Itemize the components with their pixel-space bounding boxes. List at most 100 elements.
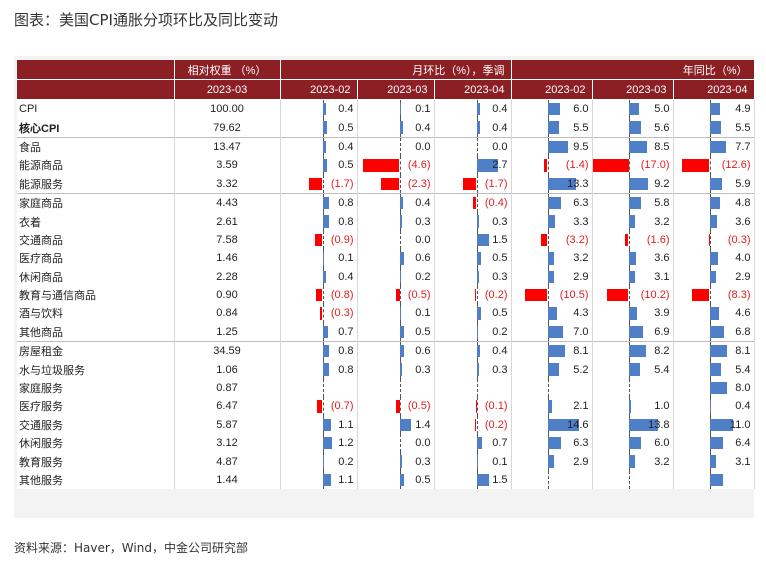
- mom-value: 1.4: [415, 418, 431, 431]
- mom-value: (0.4): [484, 197, 508, 210]
- yoy-value: 1.0: [654, 400, 670, 413]
- mom-header: 月环比（%），季调: [280, 60, 512, 80]
- table-row: 水与垃圾服务 1.06 0.8 0.3 0.3 5.2 5.4 5.4: [17, 360, 755, 379]
- mom-axis-line: [399, 378, 401, 398]
- mom-bar: [399, 418, 411, 432]
- yoy-axis-line: [547, 378, 549, 398]
- mom-cell: 1.5: [434, 230, 512, 250]
- yoy-axis-line: [547, 156, 549, 175]
- header-row-dates: 2023-03 2023-02 2023-03 2023-04 2023-02 …: [17, 79, 755, 100]
- yoy-axis-line: [547, 470, 549, 490]
- mom-value: 0.4: [338, 270, 354, 283]
- mom-axis-line: [322, 378, 324, 398]
- mom-axis-line: [322, 230, 324, 250]
- header-row-labels: 相对权重 （%） 月环比（%），季调 年同比（%）: [17, 60, 755, 80]
- yoy-cell: 5.2: [511, 360, 593, 379]
- mom-value: 0.4: [492, 121, 508, 134]
- yoy-cell: 6.0: [511, 99, 593, 119]
- mom-bar: [474, 288, 477, 302]
- mom-value: 0.4: [492, 103, 508, 116]
- mom-value: (2.3): [407, 177, 431, 190]
- yoy-value: 2.9: [573, 455, 589, 468]
- yoy-bar: [691, 288, 710, 302]
- yoy-value: 5.2: [573, 363, 589, 376]
- mom-cell: (0.3): [280, 304, 358, 323]
- yoy-value: (0.3): [727, 233, 751, 246]
- mom-cell: 0.3: [434, 267, 512, 286]
- row-weight: 5.87: [174, 415, 281, 435]
- yoy-value: 4.8: [735, 197, 751, 210]
- yoy-value: 5.8: [654, 197, 670, 210]
- yoy-cell: 3.1: [673, 452, 755, 471]
- yoy-cell: 3.1: [592, 267, 674, 286]
- yoy-value: 6.8: [735, 325, 751, 338]
- yoy-value: 7.7: [735, 140, 751, 153]
- yoy-value: 5.0: [654, 103, 670, 116]
- mom-value: 1.1: [338, 418, 354, 431]
- mom-bar: [399, 121, 403, 134]
- yoy-bar: [709, 325, 725, 339]
- yoy-value: 9.5: [573, 140, 589, 153]
- yoy-cell: 6.3: [511, 434, 593, 453]
- mom-bar: [399, 325, 404, 339]
- yoy-bar: [709, 400, 711, 413]
- mom-cell: 2.7: [434, 156, 512, 175]
- mom-cell: 0.4: [434, 118, 512, 138]
- yoy-cell: 3.2: [592, 212, 674, 231]
- mom-bar: [476, 437, 483, 450]
- source-note: 资料来源：Haver，Wind，中金公司研究部: [14, 541, 248, 555]
- mom-value: 0.4: [338, 140, 354, 153]
- mom-bar: [322, 121, 327, 134]
- yoy-bar: [547, 400, 552, 413]
- mom-axis-line: [399, 156, 401, 175]
- mom-cell: (2.3): [357, 174, 435, 194]
- mom-axis-line: [399, 230, 401, 250]
- yoy-bar: [709, 270, 716, 283]
- mom-bar: [399, 363, 402, 376]
- row-weight: 1.25: [174, 322, 281, 342]
- yoy-cell: 8.1: [673, 341, 755, 361]
- yoy-bar: [709, 437, 724, 450]
- yoy-axis-line: [547, 285, 549, 305]
- yoy-bar: [628, 307, 637, 320]
- yoy-cell: 9.2: [592, 174, 674, 194]
- yoy-bar: [524, 288, 548, 302]
- yoy-value: 3.9: [654, 307, 670, 320]
- yoy-bar: [592, 159, 629, 172]
- row-weight: 0.87: [174, 378, 281, 398]
- mom-cell: 0.2: [280, 452, 358, 471]
- row-name: 核心CPI: [17, 118, 175, 138]
- table-row: 家庭商品 4.43 0.8 0.4 (0.4) 6.3 5.8 4.8: [17, 192, 755, 213]
- mom-value: 0.8: [338, 363, 354, 376]
- mom-bar: [322, 103, 326, 116]
- yoy-value: 8.5: [654, 140, 670, 153]
- mom-cell: 0.4: [357, 192, 435, 213]
- mom-bar: [315, 233, 323, 247]
- table-row: 教育服务 4.87 0.2 0.3 0.1 2.9 3.2 3.1: [17, 452, 755, 471]
- mom-value: 1.5: [492, 233, 508, 246]
- mom-value: (0.2): [484, 418, 508, 431]
- mom-cell: 0.5: [434, 304, 512, 323]
- yoy-date: 2023-04: [673, 79, 755, 100]
- mom-axis-line: [322, 304, 324, 323]
- mom-bar: [476, 159, 499, 172]
- yoy-value: 6.4: [735, 437, 751, 450]
- mom-cell: 0.3: [357, 212, 435, 231]
- yoy-value: 2.1: [573, 400, 589, 413]
- yoy-value: 8.0: [735, 382, 751, 395]
- yoy-cell: 3.3: [511, 212, 593, 231]
- yoy-cell: 5.4: [592, 360, 674, 379]
- mom-bar: [474, 418, 477, 432]
- mom-value: (1.7): [330, 177, 354, 190]
- yoy-bar: [709, 345, 727, 358]
- mom-bar: [399, 215, 402, 228]
- row-weight: 3.12: [174, 434, 281, 453]
- yoy-value: (8.3): [727, 289, 751, 302]
- yoy-value: 8.1: [573, 345, 589, 358]
- mom-cell: 0.4: [280, 267, 358, 286]
- mom-bar: [399, 103, 401, 116]
- row-weight: 1.06: [174, 360, 281, 379]
- row-name: 能源服务: [17, 174, 175, 194]
- yoy-value: 3.6: [654, 252, 670, 265]
- mom-value: 0.1: [415, 307, 431, 320]
